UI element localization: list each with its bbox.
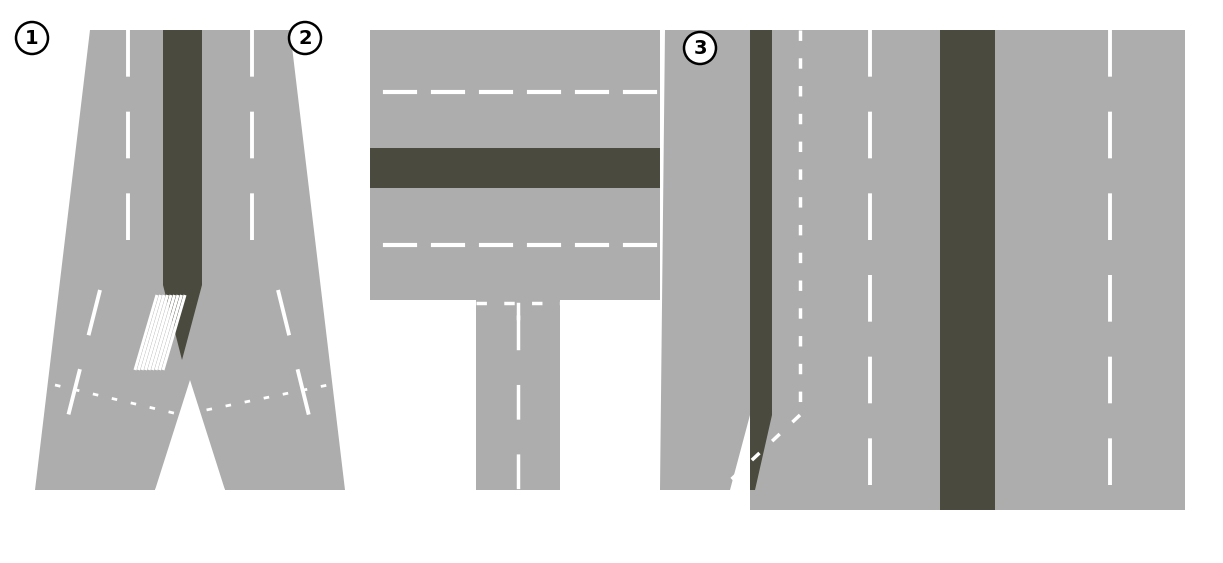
Circle shape	[16, 22, 48, 54]
Text: 1: 1	[26, 29, 39, 47]
Polygon shape	[940, 30, 996, 510]
Polygon shape	[163, 30, 202, 285]
Polygon shape	[371, 30, 660, 300]
Text: 3: 3	[693, 38, 707, 57]
Polygon shape	[35, 30, 345, 490]
Circle shape	[289, 22, 320, 54]
Polygon shape	[750, 30, 1185, 510]
Polygon shape	[163, 285, 202, 360]
Polygon shape	[155, 380, 225, 490]
Text: 2: 2	[298, 29, 312, 47]
Circle shape	[684, 32, 715, 64]
Polygon shape	[371, 148, 660, 188]
Polygon shape	[660, 30, 750, 490]
Polygon shape	[476, 300, 560, 490]
Polygon shape	[750, 30, 772, 415]
Polygon shape	[750, 415, 772, 490]
